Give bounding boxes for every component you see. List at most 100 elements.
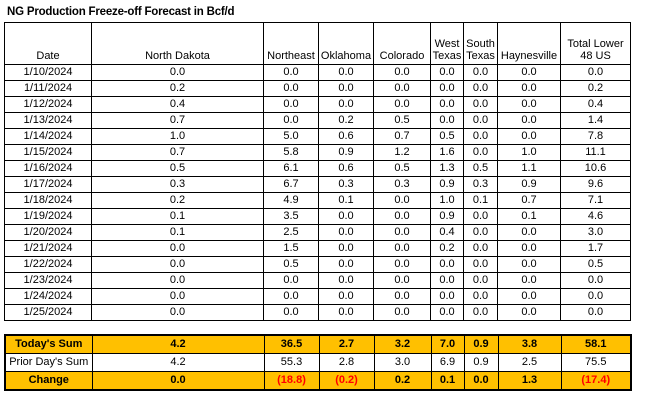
value-cell[interactable]: 0.2 (91, 192, 264, 209)
value-cell[interactable]: 0.0 (463, 64, 498, 81)
column-header-colorado[interactable]: Colorado (373, 22, 431, 65)
summary-value-cell[interactable]: 4.2 (91, 353, 265, 372)
date-cell[interactable]: 1/23/2024 (4, 272, 92, 289)
value-cell[interactable]: 0.7 (497, 192, 561, 209)
value-cell[interactable]: 0.0 (373, 256, 431, 273)
value-cell[interactable]: 0.0 (497, 304, 561, 321)
value-cell[interactable]: 0.0 (318, 64, 374, 81)
value-cell[interactable]: 0.0 (463, 288, 498, 305)
value-cell[interactable]: 4.6 (560, 208, 631, 225)
value-cell[interactable]: 0.1 (463, 192, 498, 209)
value-cell[interactable]: 0.0 (463, 272, 498, 289)
summary-value-cell[interactable]: 2.7 (318, 334, 375, 354)
date-cell[interactable]: 1/15/2024 (4, 144, 92, 161)
value-cell[interactable]: 0.0 (91, 256, 264, 273)
column-header-haynesville[interactable]: Haynesville (497, 22, 561, 65)
value-cell[interactable]: 0.0 (430, 272, 464, 289)
value-cell[interactable]: 0.0 (430, 304, 464, 321)
value-cell[interactable]: 1.6 (430, 144, 464, 161)
column-header-oklahoma[interactable]: Oklahoma (318, 22, 374, 65)
summary-value-cell[interactable]: 0.9 (463, 334, 499, 354)
value-cell[interactable]: 0.0 (91, 304, 264, 321)
value-cell[interactable]: 0.0 (560, 272, 631, 289)
value-cell[interactable]: 0.1 (91, 208, 264, 225)
value-cell[interactable]: 0.0 (318, 288, 374, 305)
value-cell[interactable]: 0.2 (91, 80, 264, 97)
value-cell[interactable]: 0.0 (560, 288, 631, 305)
date-cell[interactable]: 1/19/2024 (4, 208, 92, 225)
value-cell[interactable]: 0.0 (497, 224, 561, 241)
summary-value-cell[interactable]: 3.2 (373, 334, 432, 354)
value-cell[interactable]: 5.0 (263, 128, 319, 145)
summary-value-cell[interactable]: (17.4) (560, 371, 632, 391)
value-cell[interactable]: 0.0 (373, 192, 431, 209)
value-cell[interactable]: 0.7 (91, 112, 264, 129)
value-cell[interactable]: 0.0 (430, 256, 464, 273)
date-cell[interactable]: 1/10/2024 (4, 64, 92, 81)
value-cell[interactable]: 1.5 (263, 240, 319, 257)
value-cell[interactable]: 0.0 (463, 240, 498, 257)
value-cell[interactable]: 0.0 (497, 128, 561, 145)
value-cell[interactable]: 0.5 (463, 160, 498, 177)
summary-value-cell[interactable]: 7.0 (430, 334, 465, 354)
value-cell[interactable]: 0.9 (430, 176, 464, 193)
date-cell[interactable]: 1/17/2024 (4, 176, 92, 193)
value-cell[interactable]: 0.7 (373, 128, 431, 145)
value-cell[interactable]: 7.1 (560, 192, 631, 209)
value-cell[interactable]: 0.0 (497, 80, 561, 97)
summary-value-cell[interactable]: 6.9 (430, 353, 465, 372)
value-cell[interactable]: 0.2 (560, 80, 631, 97)
date-cell[interactable]: 1/20/2024 (4, 224, 92, 241)
value-cell[interactable]: 0.0 (463, 144, 498, 161)
value-cell[interactable]: 1.7 (560, 240, 631, 257)
column-header-south-texas[interactable]: South Texas (463, 22, 498, 65)
date-cell[interactable]: 1/22/2024 (4, 256, 92, 273)
summary-value-cell[interactable]: 0.2 (373, 371, 432, 391)
date-cell[interactable]: 1/16/2024 (4, 160, 92, 177)
value-cell[interactable]: 0.5 (263, 256, 319, 273)
value-cell[interactable]: 1.0 (91, 128, 264, 145)
value-cell[interactable]: 6.1 (263, 160, 319, 177)
value-cell[interactable]: 3.5 (263, 208, 319, 225)
value-cell[interactable]: 0.0 (430, 64, 464, 81)
value-cell[interactable]: 0.0 (91, 64, 264, 81)
date-cell[interactable]: 1/11/2024 (4, 80, 92, 97)
summary-value-cell[interactable]: 58.1 (560, 334, 632, 354)
summary-value-cell[interactable]: 2.8 (318, 353, 375, 372)
value-cell[interactable]: 7.8 (560, 128, 631, 145)
value-cell[interactable]: 0.0 (373, 240, 431, 257)
value-cell[interactable]: 0.0 (373, 224, 431, 241)
value-cell[interactable]: 0.5 (373, 112, 431, 129)
value-cell[interactable]: 0.0 (463, 112, 498, 129)
date-cell[interactable]: 1/14/2024 (4, 128, 92, 145)
column-header-northeast[interactable]: Northeast (263, 22, 319, 65)
value-cell[interactable]: 0.0 (373, 96, 431, 113)
value-cell[interactable]: 0.0 (373, 80, 431, 97)
summary-value-cell[interactable]: 75.5 (560, 353, 632, 372)
value-cell[interactable]: 0.3 (318, 176, 374, 193)
value-cell[interactable]: 0.9 (318, 144, 374, 161)
value-cell[interactable]: 0.0 (318, 96, 374, 113)
value-cell[interactable]: 0.0 (497, 288, 561, 305)
value-cell[interactable]: 1.0 (430, 192, 464, 209)
value-cell[interactable]: 0.3 (91, 176, 264, 193)
value-cell[interactable]: 1.0 (497, 144, 561, 161)
date-cell[interactable]: 1/21/2024 (4, 240, 92, 257)
value-cell[interactable]: 0.9 (497, 176, 561, 193)
value-cell[interactable]: 0.0 (497, 64, 561, 81)
date-cell[interactable]: 1/24/2024 (4, 288, 92, 305)
value-cell[interactable]: 0.0 (463, 304, 498, 321)
value-cell[interactable]: 0.0 (91, 240, 264, 257)
value-cell[interactable]: 0.5 (373, 160, 431, 177)
value-cell[interactable]: 0.3 (463, 176, 498, 193)
value-cell[interactable]: 0.0 (318, 80, 374, 97)
summary-value-cell[interactable]: 0.0 (463, 371, 499, 391)
value-cell[interactable]: 0.0 (263, 112, 319, 129)
value-cell[interactable]: 0.9 (430, 208, 464, 225)
value-cell[interactable]: 0.0 (463, 256, 498, 273)
value-cell[interactable]: 0.4 (91, 96, 264, 113)
value-cell[interactable]: 0.2 (318, 112, 374, 129)
value-cell[interactable]: 10.6 (560, 160, 631, 177)
value-cell[interactable]: 0.0 (463, 208, 498, 225)
value-cell[interactable]: 0.0 (430, 80, 464, 97)
